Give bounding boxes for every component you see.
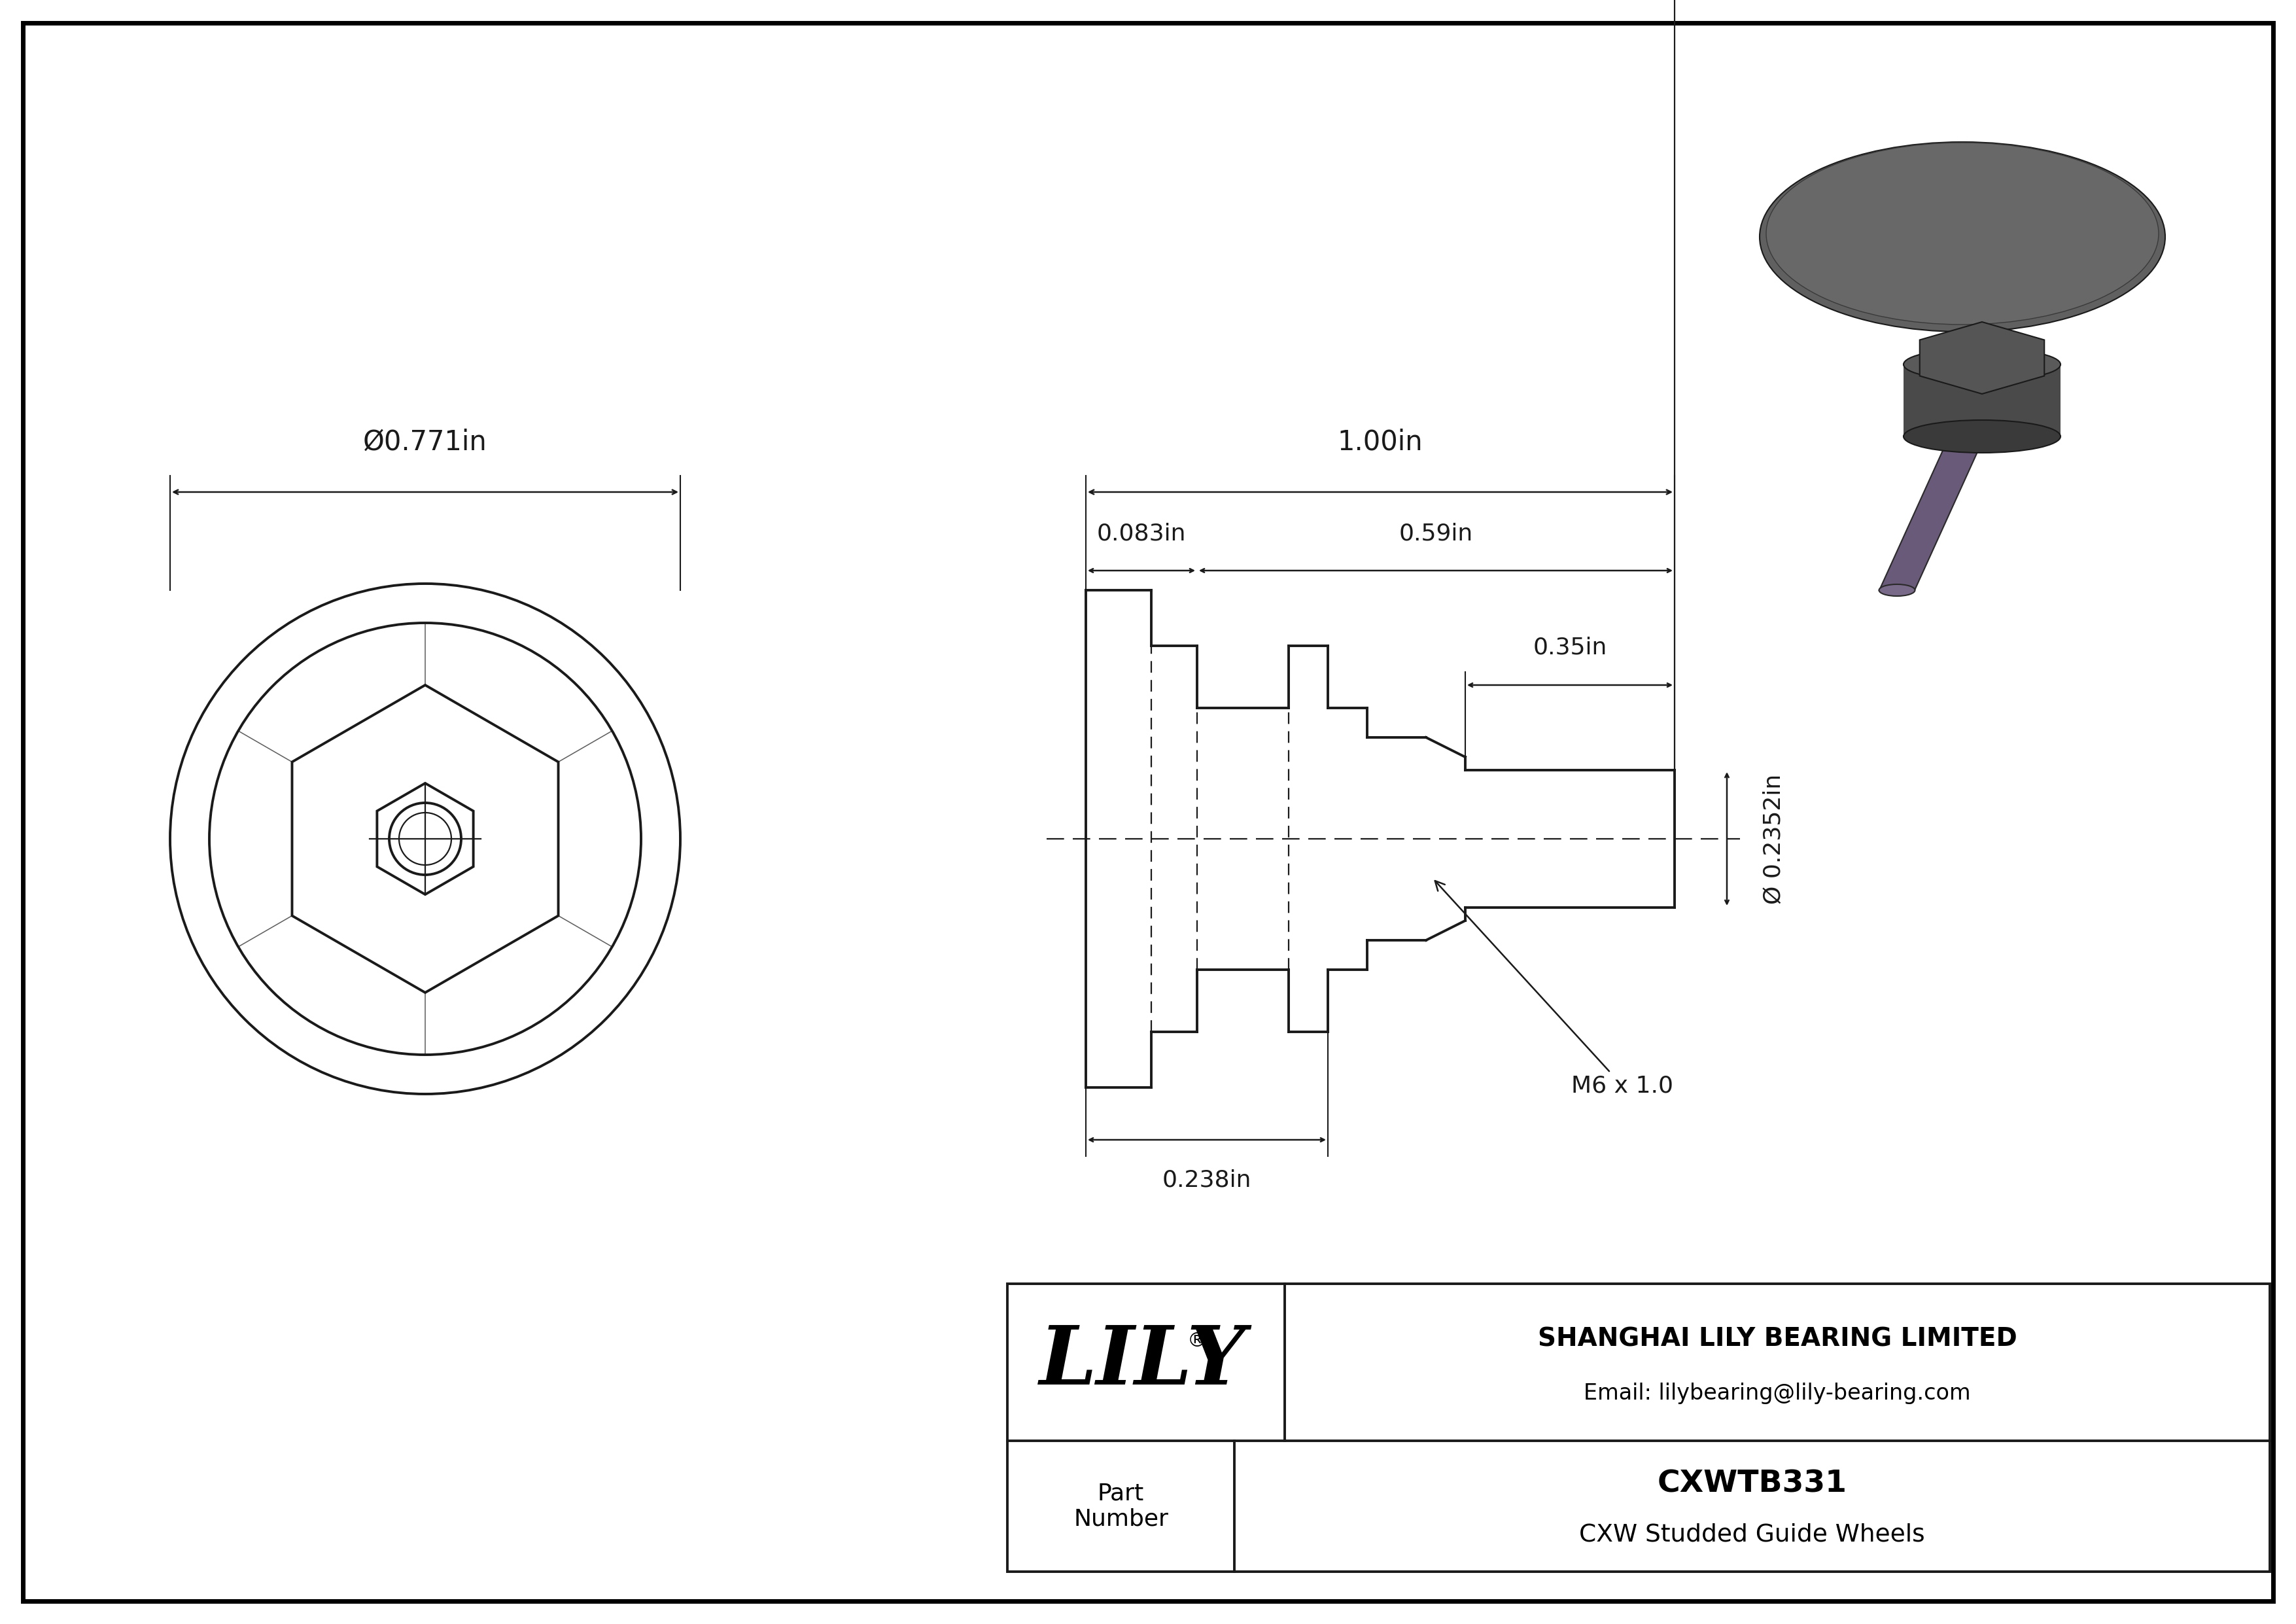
Bar bbox=[1008, 1283, 2271, 1572]
Text: 0.083in: 0.083in bbox=[1097, 523, 1187, 544]
Text: Ø0.771in: Ø0.771in bbox=[363, 429, 487, 456]
Text: Part
Number: Part Number bbox=[1075, 1483, 1169, 1530]
Ellipse shape bbox=[1903, 348, 2060, 380]
Text: SHANGHAI LILY BEARING LIMITED: SHANGHAI LILY BEARING LIMITED bbox=[1538, 1327, 2016, 1351]
Ellipse shape bbox=[1766, 143, 2158, 325]
Bar bbox=[1903, 364, 2060, 437]
Text: 0.35in: 0.35in bbox=[1534, 637, 1607, 659]
Ellipse shape bbox=[1903, 421, 2060, 453]
Text: Email: lilybearing@lily-bearing.com: Email: lilybearing@lily-bearing.com bbox=[1584, 1384, 1970, 1405]
Polygon shape bbox=[1919, 322, 2043, 395]
Text: CXWTB331: CXWTB331 bbox=[1658, 1470, 1846, 1499]
Text: CXW Studded Guide Wheels: CXW Studded Guide Wheels bbox=[1580, 1523, 1924, 1546]
Ellipse shape bbox=[1878, 585, 1915, 596]
Text: LILY: LILY bbox=[1040, 1322, 1247, 1402]
Text: 1.00in: 1.00in bbox=[1339, 429, 1424, 456]
Text: ®: ® bbox=[1187, 1332, 1208, 1351]
Text: 0.59in: 0.59in bbox=[1398, 523, 1472, 544]
Text: M6 x 1.0: M6 x 1.0 bbox=[1435, 880, 1674, 1096]
Ellipse shape bbox=[1779, 151, 2144, 323]
Text: Ø 0.2352in: Ø 0.2352in bbox=[1763, 773, 1784, 905]
Text: 0.238in: 0.238in bbox=[1162, 1169, 1251, 1192]
Polygon shape bbox=[1880, 447, 1979, 590]
Ellipse shape bbox=[1759, 141, 2165, 331]
